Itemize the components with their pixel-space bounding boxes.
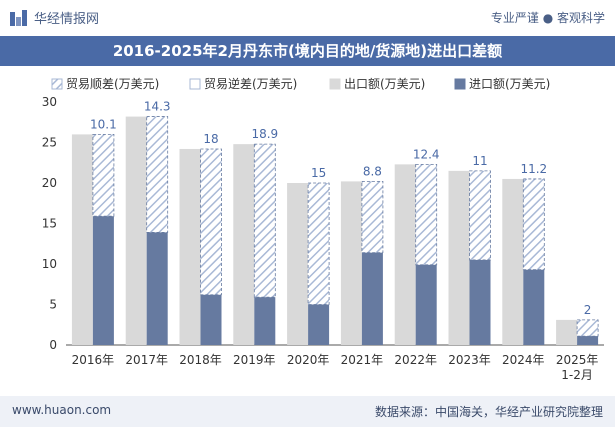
export-bar xyxy=(448,170,470,345)
legend-label: 出口额(万美元) xyxy=(344,77,425,91)
brand: 华经情报网 xyxy=(10,8,99,27)
export-bar xyxy=(233,144,255,345)
surplus-data-label: 8.8 xyxy=(363,164,382,178)
brand-name: 华经情报网 xyxy=(34,12,100,27)
y-tick-label: 25 xyxy=(42,136,57,150)
legend-swatch xyxy=(329,78,341,90)
surplus-bar xyxy=(522,178,545,271)
x-tick-label: 2022年 xyxy=(394,353,437,367)
import-bar xyxy=(254,297,276,345)
surplus-bar xyxy=(415,163,438,266)
y-tick-label: 0 xyxy=(49,338,57,352)
export-bar xyxy=(71,134,93,345)
bars xyxy=(71,116,599,345)
export-bar xyxy=(125,116,147,345)
legend-label: 贸易逆差(万美元) xyxy=(204,76,297,91)
chart-title: 2016-2025年2月丹东市(境内目的地/货源地)进出口差额 xyxy=(0,36,615,66)
surplus-data-label: 18.9 xyxy=(251,127,278,141)
x-tick-label: 2016年 xyxy=(72,353,115,367)
surplus-data-label: 18 xyxy=(203,132,218,146)
import-bar xyxy=(523,269,545,345)
import-bar xyxy=(415,264,437,345)
y-tick-label: 5 xyxy=(49,298,57,312)
legend: 贸易顺差(万美元) 贸易逆差(万美元) 出口额(万美元) 进口额(万美元) xyxy=(51,76,550,91)
x-tick-label: 2017年 xyxy=(125,353,168,367)
legend-label: 进口额(万美元) xyxy=(469,77,550,91)
surplus-data-label: 12.4 xyxy=(413,147,440,161)
surplus-bar xyxy=(576,319,599,337)
labels: 10.1 2016年 14.3 2017年 18 2018年 18.9 2019年 15 2020… xyxy=(72,100,599,382)
surplus-data-label: 14.3 xyxy=(144,100,171,114)
export-bar xyxy=(179,148,201,345)
import-bar xyxy=(200,294,222,345)
surplus-bar xyxy=(92,133,115,217)
surplus-data-label: 15 xyxy=(311,166,326,180)
import-bar xyxy=(92,216,114,345)
surplus-data-label: 11 xyxy=(472,154,487,168)
surplus-data-label: 11.2 xyxy=(520,162,547,176)
import-bar xyxy=(146,232,168,345)
y-tick-label: 20 xyxy=(42,176,57,190)
footer-source: 数据来源：中国海关，华经产业研究院整理 xyxy=(374,405,603,419)
surplus-bar xyxy=(469,170,491,261)
surplus-data-label: 2 xyxy=(584,303,592,317)
legend-label: 贸易顺差(万美元) xyxy=(66,77,159,91)
footer-url: www.huaon.com xyxy=(12,403,112,417)
surplus-data-label: 10.1 xyxy=(90,117,117,131)
export-bar xyxy=(556,319,578,345)
x-tick-label: 2021年 xyxy=(341,353,384,367)
y-tick-label: 30 xyxy=(42,95,57,109)
legend-swatch xyxy=(51,78,63,90)
import-bar xyxy=(469,259,491,345)
x-tick-label: 2018年 xyxy=(179,353,222,367)
legend-swatch xyxy=(454,78,466,90)
x-tick-label: 2024年 xyxy=(502,353,545,367)
y-tick-label: 10 xyxy=(42,257,57,271)
x-tick-label: 2025年 xyxy=(556,353,599,367)
x-tick-label: 2023年 xyxy=(448,353,491,367)
surplus-bar xyxy=(146,116,169,233)
import-bar xyxy=(308,304,330,345)
x-tick-label: 2020年 xyxy=(287,353,330,367)
import-bar xyxy=(361,252,383,345)
legend-swatch xyxy=(189,78,201,90)
export-bar xyxy=(340,181,362,345)
export-bar xyxy=(394,164,416,345)
y-tick-label: 15 xyxy=(42,217,57,231)
surplus-bar xyxy=(307,182,330,305)
x-tick-label: 1-2月 xyxy=(561,368,593,382)
tagline: 专业严谨 ● 客观科学 xyxy=(490,11,605,25)
x-tick-label: 2019年 xyxy=(233,353,276,367)
brand-logo-icon xyxy=(10,9,28,26)
import-bar xyxy=(577,336,599,345)
surplus-bar xyxy=(253,143,276,298)
chart: 贸易顺差(万美元) 贸易逆差(万美元) 出口额(万美元) 进口额(万美元) 0 5 10 1… xyxy=(42,76,604,382)
top-bar: 华经情报网 专业严谨 ● 客观科学 xyxy=(0,0,615,36)
export-bar xyxy=(287,183,309,345)
footer: www.huaon.com 数据来源：中国海关，华经产业研究院整理 xyxy=(0,396,615,427)
surplus-bar xyxy=(361,180,384,254)
surplus-bar xyxy=(200,148,222,296)
export-bar xyxy=(502,178,524,345)
